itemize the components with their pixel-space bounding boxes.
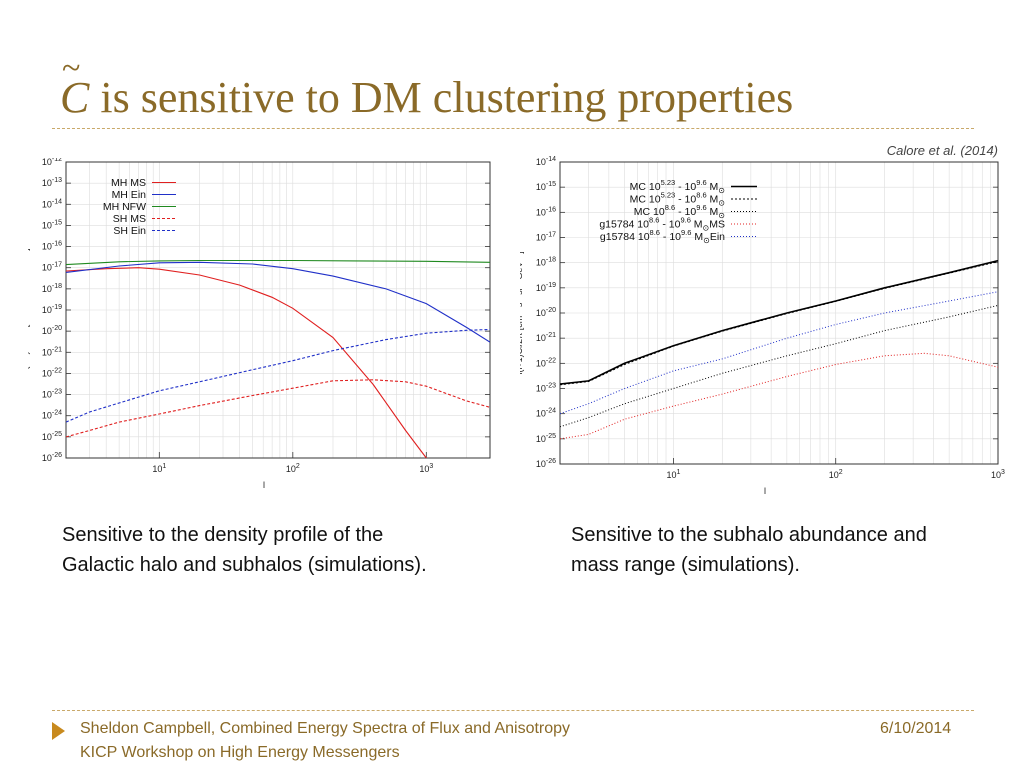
y-tick-label: 10-14	[42, 198, 62, 209]
y-axis-label: l(l+1)Cₗ/2π [cm⁻⁴s⁻²sr⁻²GeV⁻²]	[28, 248, 30, 371]
x-tick-label: 103	[419, 463, 433, 474]
footer-workshop: KICP Workshop on High Energy Messengers	[80, 744, 400, 761]
series-group	[560, 259, 998, 440]
footer-author-talk: Sheldon Campbell, Combined Energy Spectr…	[80, 720, 571, 737]
y-tick-label: 10-18	[42, 283, 62, 294]
series-line-0	[560, 259, 998, 385]
legend-label-4: g15784 108.6 - 109.6 M⊙Ein	[600, 228, 725, 245]
series-line-4	[66, 328, 490, 423]
legend-label-0: MC 105.23 - 109.6 M⊙	[630, 178, 725, 195]
y-tick-label: 10-16	[42, 241, 62, 252]
y-tick-label: 10-15	[42, 219, 62, 230]
y-tick-label: 10-15	[536, 181, 556, 192]
left-chart: 10-26 10-25 10-24 10-23 10-22 10-21 10-20 10-19…	[28, 158, 491, 490]
y-tick-label: 10-23	[42, 389, 62, 400]
y-tick-label: 10-19	[42, 304, 62, 315]
title-symbol: C	[60, 50, 89, 123]
x-tick-label: 102	[829, 469, 843, 480]
y-tick-label: 10-21	[42, 346, 62, 357]
y-tick-label: 10-19	[536, 282, 556, 293]
legend-label-0: MH MS	[111, 177, 146, 189]
footer-divider	[52, 710, 974, 711]
y-tick-label: 10-25	[42, 431, 62, 442]
y-tick-label: 10-20	[42, 325, 62, 336]
series-line-2	[66, 259, 490, 266]
y-tick-label: 10-24	[536, 408, 556, 419]
y-tick-label: 10-22	[536, 357, 556, 368]
series-line-3	[66, 379, 490, 438]
legend-label-2: MH NFW	[103, 201, 146, 213]
legend-label-4: SH Ein	[113, 225, 146, 237]
legend-label-3: g15784 108.6 - 109.6 M⊙MS	[599, 216, 725, 233]
legend-label-3: SH MS	[113, 213, 146, 225]
caption-left-line2: Galactic halo and subhalos (simulations)…	[62, 554, 427, 576]
caption-right-line1: Sensitive to the subhalo abundance and	[571, 524, 927, 546]
legend-label-1: MC 105.23 - 108.6 M⊙	[630, 191, 725, 208]
series-line-4	[560, 291, 998, 415]
y-tick-label: 10-17	[536, 232, 556, 243]
y-tick-label: 10-26	[536, 458, 556, 469]
series-group	[66, 259, 490, 458]
series-line-2	[560, 304, 998, 428]
y-tick-label: 10-20	[536, 307, 556, 318]
x-tick-label: 101	[666, 469, 680, 480]
caption-left: Sensitive to the density profile of the …	[62, 520, 427, 580]
y-tick-label: 10-18	[536, 257, 556, 268]
series-line-1	[66, 261, 490, 343]
x-tick-label: 103	[991, 469, 1005, 480]
series-line-0	[66, 267, 427, 458]
y-tick-label: 10-17	[42, 262, 62, 273]
y-tick-label: 10-13	[42, 177, 62, 188]
y-tick-label: 10-14	[536, 156, 556, 167]
series-line-3	[560, 352, 998, 440]
y-tick-label: 10-25	[536, 433, 556, 444]
slide-title: C is sensitive to DM clustering properti…	[60, 50, 794, 123]
y-tick-label: 10-12	[42, 158, 62, 167]
right-chart: 10-26 10-25 10-24 10-23 10-22 10-21 10-20 10-19…	[520, 156, 1005, 496]
y-tick-label: 10-23	[536, 383, 556, 394]
series-line-1	[560, 261, 998, 386]
footer-triangle-icon	[52, 722, 65, 740]
y-axis-label: l(l+1)Cₗ/2π [cm⁻⁴s⁻²sr⁻²GeV⁻²]	[520, 251, 524, 374]
title-text: is sensitive to DM clustering properties	[100, 73, 794, 122]
citation: Calore et al. (2014)	[886, 143, 998, 158]
y-tick-label: 10-16	[536, 206, 556, 217]
y-tick-label: 10-21	[536, 332, 556, 343]
x-axis-label: l	[263, 480, 265, 490]
grid	[559, 161, 999, 465]
legend-label-2: MC 108.6 - 109.6 M⊙	[634, 203, 725, 220]
y-tick-label: 10-26	[42, 452, 62, 463]
title-divider	[52, 128, 974, 129]
x-axis-label: l	[764, 486, 766, 496]
x-tick-label: 102	[286, 463, 300, 474]
caption-right-line2: mass range (simulations).	[571, 554, 800, 576]
legend-label-1: MH Ein	[112, 189, 147, 201]
footer-date: 6/10/2014	[880, 720, 952, 737]
y-tick-label: 10-24	[42, 410, 62, 421]
y-tick-label: 10-22	[42, 367, 62, 378]
caption-right: Sensitive to the subhalo abundance and m…	[571, 520, 927, 580]
x-tick-label: 101	[152, 463, 166, 474]
caption-left-line1: Sensitive to the density profile of the	[62, 524, 384, 546]
